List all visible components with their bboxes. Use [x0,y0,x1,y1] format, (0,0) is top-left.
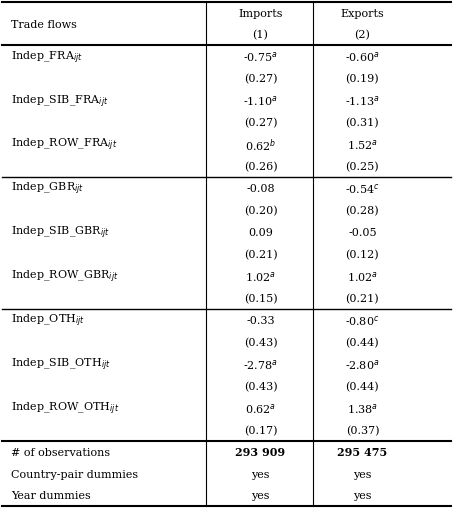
Text: (1): (1) [252,30,269,41]
Text: Indep_SIB_FRA$_{ijt}$: Indep_SIB_FRA$_{ijt}$ [11,93,109,109]
Text: 1.38$^{a}$: 1.38$^{a}$ [347,401,378,415]
Text: Indep_GBR$_{ijt}$: Indep_GBR$_{ijt}$ [11,181,84,197]
Text: (0.44): (0.44) [346,381,379,391]
Text: -1.10$^{a}$: -1.10$^{a}$ [243,94,278,108]
Text: (0.15): (0.15) [244,293,277,303]
Text: # of observations: # of observations [11,447,111,457]
Text: 295 475: 295 475 [337,446,387,457]
Text: 0.09: 0.09 [248,228,273,238]
Text: 1.02$^{a}$: 1.02$^{a}$ [347,269,378,284]
Text: yes: yes [251,469,270,478]
Text: (0.28): (0.28) [346,206,379,216]
Text: (0.27): (0.27) [244,118,277,128]
Text: -1.13$^{a}$: -1.13$^{a}$ [345,94,380,108]
Text: yes: yes [251,491,270,500]
Text: (2): (2) [354,30,371,41]
Text: -0.80$^{c}$: -0.80$^{c}$ [345,313,380,327]
Text: (0.44): (0.44) [346,337,379,347]
Text: -0.75$^{a}$: -0.75$^{a}$ [243,50,278,64]
Text: (0.26): (0.26) [244,162,277,172]
Text: -0.05: -0.05 [348,228,377,238]
Text: Indep_ROW_GBR$_{ijt}$: Indep_ROW_GBR$_{ijt}$ [11,268,119,285]
Text: (0.19): (0.19) [346,74,379,84]
Text: (0.20): (0.20) [244,206,277,216]
Text: Exports: Exports [341,9,384,18]
Text: (0.25): (0.25) [346,162,379,172]
Text: Indep_OTH$_{ijt}$: Indep_OTH$_{ijt}$ [11,312,85,328]
Text: Indep_ROW_FRA$_{ijt}$: Indep_ROW_FRA$_{ijt}$ [11,137,118,153]
Text: (0.31): (0.31) [346,118,379,128]
Text: Year dummies: Year dummies [11,491,91,500]
Text: (0.12): (0.12) [346,249,379,260]
Text: yes: yes [353,469,371,478]
Text: -2.78$^{a}$: -2.78$^{a}$ [243,357,278,371]
Text: (0.43): (0.43) [244,337,277,347]
Text: -0.60$^{a}$: -0.60$^{a}$ [345,50,380,64]
Text: (0.21): (0.21) [244,249,277,260]
Text: (0.37): (0.37) [346,425,379,435]
Text: Indep_SIB_OTH$_{ijt}$: Indep_SIB_OTH$_{ijt}$ [11,356,111,372]
Text: 1.52$^{a}$: 1.52$^{a}$ [347,138,378,152]
Text: -0.33: -0.33 [246,315,275,325]
Text: (0.43): (0.43) [244,381,277,391]
Text: Trade flows: Trade flows [11,19,77,30]
Text: (0.21): (0.21) [346,293,379,303]
Text: (0.27): (0.27) [244,74,277,84]
Text: 293 909: 293 909 [236,446,285,457]
Text: Country-pair dummies: Country-pair dummies [11,469,139,478]
Text: -0.08: -0.08 [246,184,275,194]
Text: Indep_ROW_OTH$_{ijt}$: Indep_ROW_OTH$_{ijt}$ [11,400,120,416]
Text: Indep_FRA$_{ijt}$: Indep_FRA$_{ijt}$ [11,49,83,66]
Text: (0.17): (0.17) [244,425,277,435]
Text: Imports: Imports [238,9,283,18]
Text: 0.62$^{b}$: 0.62$^{b}$ [245,137,276,153]
Text: 0.62$^{a}$: 0.62$^{a}$ [245,401,276,415]
Text: -2.80$^{a}$: -2.80$^{a}$ [345,357,380,371]
Text: Indep_SIB_GBR$_{ijt}$: Indep_SIB_GBR$_{ijt}$ [11,224,110,241]
Text: 1.02$^{a}$: 1.02$^{a}$ [245,269,276,284]
Text: -0.54$^{c}$: -0.54$^{c}$ [345,182,380,196]
Text: yes: yes [353,491,371,500]
